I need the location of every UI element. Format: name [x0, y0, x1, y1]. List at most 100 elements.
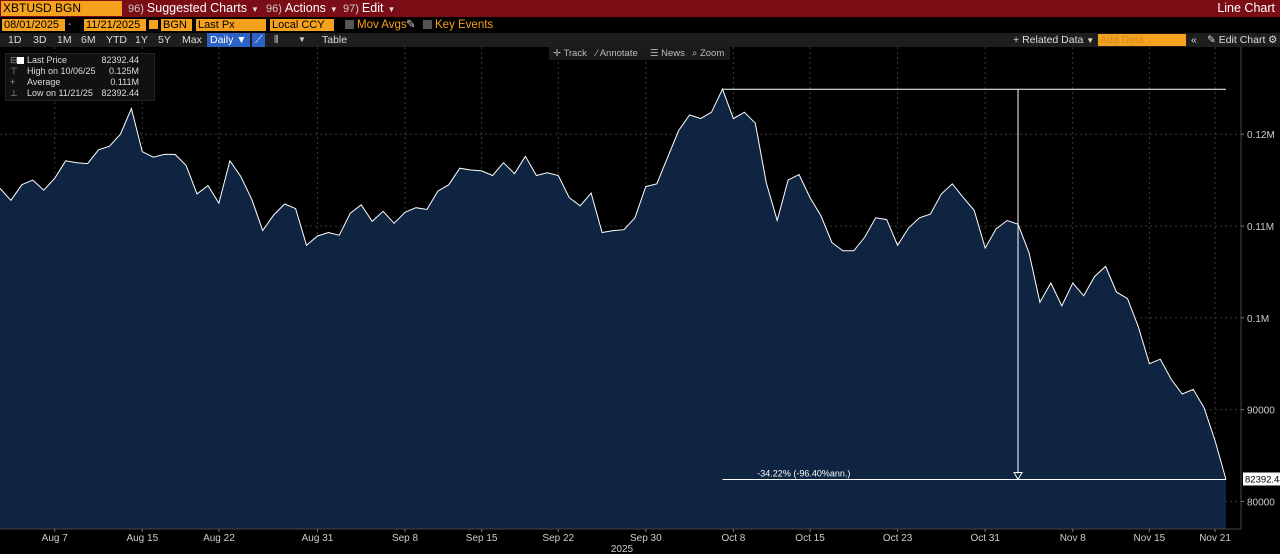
track-label: Track	[563, 48, 587, 59]
end-date-field[interactable]: 11/21/2025	[84, 19, 146, 31]
measure-annotation: -34.22% (-96.40%ann.)	[722, 88, 1226, 481]
view-title: Line Chart	[1217, 1, 1275, 15]
currency-selector[interactable]: Local CCY	[270, 19, 334, 31]
x-tick-label: Oct 31	[970, 533, 1000, 544]
pencil-icon[interactable]: ✎	[406, 19, 416, 31]
frequency-label: Daily	[210, 34, 234, 46]
chevron-down-icon[interactable]: ▼	[298, 35, 306, 44]
y-tick-label: 0.11M	[1247, 222, 1274, 233]
collapse-icon[interactable]: «	[1191, 34, 1197, 46]
period-1m[interactable]: 1M	[57, 34, 72, 46]
x-tick-label: Nov 15	[1134, 533, 1166, 544]
x-tick-label: Oct 15	[795, 533, 825, 544]
zoom-tool[interactable]: ⌕ Zoom	[692, 48, 725, 59]
collapse-icon[interactable]: ⊟	[10, 55, 18, 65]
menu-number: 96)	[266, 3, 282, 15]
legend-value: 82392.44	[101, 55, 139, 65]
legend-row: ⊤ High on 10/06/25 0.125M	[6, 66, 154, 77]
price-line	[0, 87, 1227, 480]
y-tick-label: 80000	[1247, 497, 1275, 508]
x-year-label: 2025	[611, 544, 634, 554]
frequency-selector[interactable]: Daily ▼	[207, 33, 250, 47]
measure-arrow-head	[1013, 471, 1023, 481]
x-tick-label: Aug 15	[126, 533, 158, 544]
x-tick-label: Oct 23	[883, 533, 913, 544]
related-data-button[interactable]: + Related Data ▼	[1013, 34, 1095, 46]
chevron-down-icon: ▼	[387, 5, 396, 14]
legend-label: Last Price	[27, 55, 68, 65]
legend-label: High on 10/06/25	[27, 66, 96, 76]
source-field[interactable]: BGN	[161, 19, 192, 31]
mov-avgs-label[interactable]: Mov Avgs	[357, 19, 407, 31]
price-area	[0, 89, 1226, 529]
period-6m[interactable]: 6M	[81, 34, 96, 46]
legend-row[interactable]: ⊟ Last Price 82392.44	[6, 55, 154, 66]
menu-label: Suggested Charts	[146, 1, 247, 15]
period-1y[interactable]: 1Y	[135, 34, 148, 46]
x-tick-label: Aug 7	[42, 533, 69, 544]
legend-value: 82392.44	[101, 88, 139, 98]
actions-menu[interactable]: 96) Actions ▼	[266, 0, 338, 17]
edit-chart-label: Edit Chart	[1218, 34, 1266, 46]
measure-label: -34.22% (-96.40%ann.)	[757, 468, 850, 478]
period-5y[interactable]: 5Y	[158, 34, 171, 46]
period-max[interactable]: Max	[182, 34, 202, 46]
key-events-checkbox[interactable]	[423, 20, 432, 29]
legend-box: ⊟ Last Price 82392.44 ⊤ High on 10/06/25…	[5, 53, 155, 101]
last-value-label: 82392.44	[1245, 474, 1280, 485]
x-tick-label: Nov 8	[1060, 533, 1087, 544]
x-tick-label: Oct 8	[721, 533, 745, 544]
y-tick-label: 0.12M	[1247, 130, 1275, 141]
x-tick-label: Sep 30	[630, 533, 662, 544]
mov-avgs-checkbox[interactable]	[345, 20, 354, 29]
x-axis: Aug 7 Aug 15 Aug 22 Aug 31 Sep 8 Sep 15 Sep 22…	[0, 528, 1241, 554]
start-date-field[interactable]: 08/01/2025	[2, 19, 65, 31]
period-bar: 1D 3D 1M 6M YTD 1Y 5Y Max Daily ▼ ⟋ ⫴ ▼ …	[0, 33, 1280, 47]
period-1d[interactable]: 1D	[8, 34, 22, 46]
edit-menu[interactable]: 97) Edit ▼	[343, 0, 395, 17]
legend-value: 0.125M	[108, 66, 139, 76]
legend-value: 0.111M	[110, 77, 139, 87]
key-events-label[interactable]: Key Events	[435, 19, 494, 31]
suggested-charts-menu[interactable]: 96) Suggested Charts ▼	[128, 0, 259, 17]
period-3d[interactable]: 3D	[33, 34, 47, 46]
annotate-tool[interactable]: ⁄ Annotate	[596, 48, 638, 59]
average-icon: +	[10, 77, 16, 87]
chevron-down-icon: ▼	[250, 5, 259, 14]
related-data-label: Related Data	[1022, 34, 1084, 46]
legend-row: ⊥ Low on 11/21/25 82392.44	[6, 88, 154, 99]
field-selector[interactable]: Last Px	[196, 19, 266, 31]
x-tick-label: Aug 22	[203, 533, 235, 544]
calendar-icon[interactable]	[149, 20, 158, 29]
last-value-tag	[1243, 472, 1280, 486]
y-tick-label: 0.1M	[1247, 314, 1269, 325]
y-axis: 80000 90000 0.1M 0.11M 0.12M 82392.44	[1240, 47, 1280, 529]
track-tool[interactable]: ✛ Track	[553, 48, 587, 59]
low-icon: ⊥	[10, 88, 18, 98]
edit-chart-button[interactable]: ✎ Edit Chart	[1207, 34, 1266, 46]
menu-number: 96)	[128, 3, 144, 15]
gear-icon[interactable]: ⚙	[1268, 34, 1278, 46]
high-icon: ⊤	[10, 66, 18, 76]
add-data-input[interactable]: Add Data	[1098, 34, 1186, 46]
x-tick-label: Aug 31	[302, 533, 334, 544]
menu-label: Actions	[284, 1, 326, 15]
period-ytd[interactable]: YTD	[106, 34, 127, 46]
parameter-bar: 08/01/2025 - 11/21/2025 BGN Last Px Loca…	[0, 17, 1280, 33]
chevron-down-icon: ▼	[1086, 36, 1095, 45]
menu-number: 97)	[343, 3, 359, 15]
candlestick-icon[interactable]: ⫴	[274, 34, 279, 46]
news-tool[interactable]: ☰ News	[650, 48, 685, 59]
dash-separator: -	[68, 19, 72, 30]
x-tick-label: Sep 22	[542, 533, 574, 544]
legend-label: Average	[27, 77, 61, 87]
line-chart-icon[interactable]: ⟋	[252, 33, 266, 47]
chevron-down-icon: ▼	[236, 34, 247, 46]
legend-swatch	[17, 57, 24, 64]
y-tick-label: 90000	[1247, 406, 1275, 417]
x-tick-label: Nov 21	[1199, 533, 1231, 544]
legend-label: Low on 11/21/25	[27, 88, 93, 98]
annotate-label: Annotate	[599, 48, 638, 59]
table-button[interactable]: Table	[322, 34, 348, 46]
